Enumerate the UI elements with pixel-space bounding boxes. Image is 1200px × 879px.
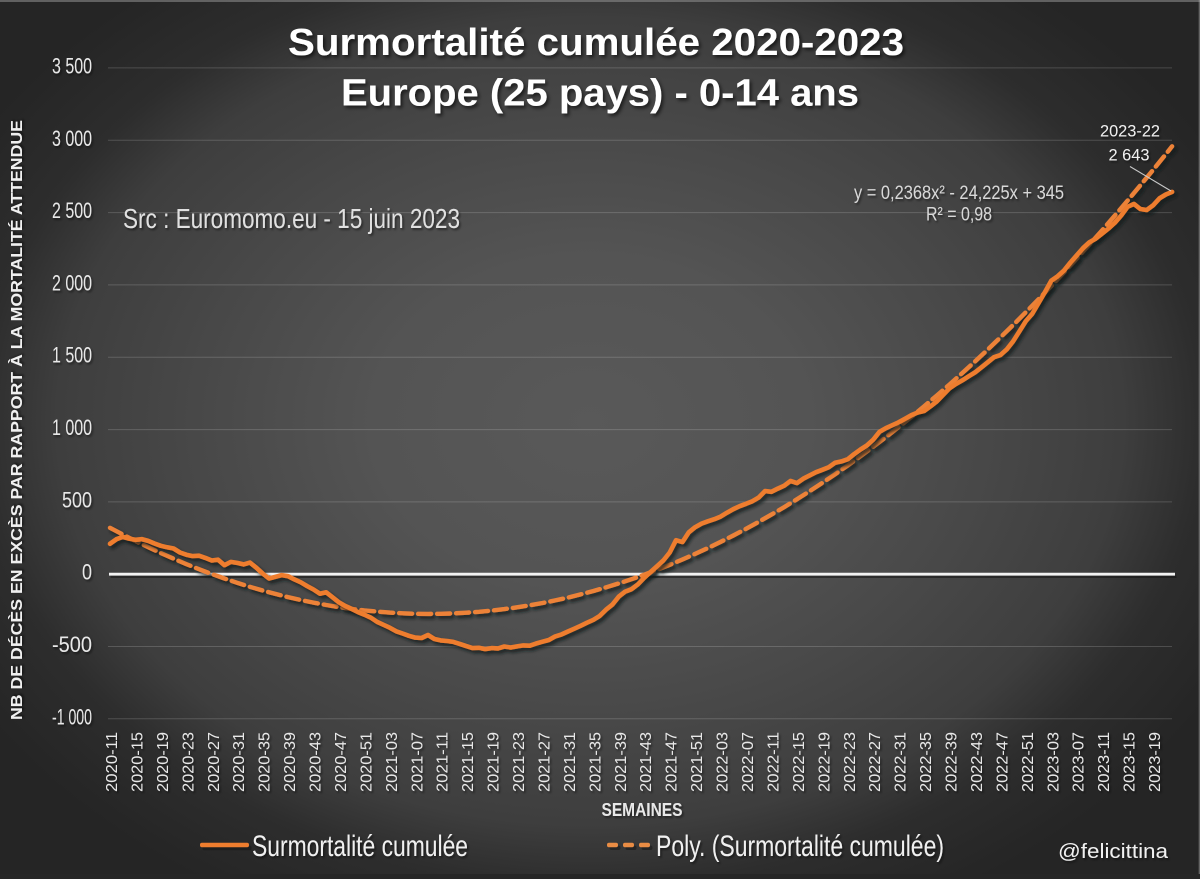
svg-text:2021-07: 2021-07 [409, 732, 426, 792]
svg-text:Src : Euromomo.eu - 15 juin 2: Src : Euromomo.eu - 15 juin 2023 [123, 203, 460, 234]
svg-text:2022-47: 2022-47 [994, 732, 1011, 792]
svg-text:2020-31: 2020-31 [231, 732, 248, 792]
svg-text:2020-51: 2020-51 [358, 732, 375, 792]
svg-text:2021-23: 2021-23 [511, 732, 528, 792]
svg-text:3 500: 3 500 [52, 53, 92, 78]
svg-text:2023-11: 2023-11 [1096, 732, 1113, 792]
svg-text:-1 000: -1 000 [52, 704, 92, 729]
svg-text:2023-19: 2023-19 [1147, 732, 1164, 792]
svg-text:2023-07: 2023-07 [1071, 732, 1088, 792]
svg-text:2021-11: 2021-11 [435, 732, 452, 792]
svg-text:Surmortalité cumulée: Surmortalité cumulée [252, 830, 468, 863]
svg-text:2022-19: 2022-19 [816, 732, 833, 792]
svg-text:-500: -500 [52, 632, 92, 657]
svg-text:0: 0 [82, 560, 92, 585]
svg-text:2021-39: 2021-39 [613, 732, 630, 792]
svg-text:2022-51: 2022-51 [1020, 732, 1037, 792]
svg-text:2022-27: 2022-27 [867, 732, 884, 792]
svg-text:2022-03: 2022-03 [715, 732, 732, 792]
svg-text:2020-15: 2020-15 [129, 732, 146, 792]
svg-text:2023-03: 2023-03 [1045, 732, 1062, 792]
svg-text:2 500: 2 500 [52, 198, 92, 223]
svg-text:2022-35: 2022-35 [918, 732, 935, 792]
svg-text:500: 500 [62, 487, 92, 512]
svg-text:2022-43: 2022-43 [969, 732, 986, 792]
svg-text:2021-15: 2021-15 [460, 732, 477, 792]
svg-text:2022-07: 2022-07 [740, 732, 757, 792]
svg-text:R² = 0,98: R² = 0,98 [926, 205, 992, 226]
svg-text:Poly. (Surmortalité cumulée): Poly. (Surmortalité cumulée) [656, 830, 944, 863]
svg-text:2021-47: 2021-47 [664, 732, 681, 792]
svg-text:2020-23: 2020-23 [180, 732, 197, 792]
svg-text:2020-35: 2020-35 [257, 732, 274, 792]
svg-text:2020-19: 2020-19 [155, 732, 172, 792]
svg-text:2021-27: 2021-27 [537, 732, 554, 792]
svg-text:2022-23: 2022-23 [842, 732, 859, 792]
svg-text:@felicittina: @felicittina [1058, 841, 1169, 863]
svg-text:2020-43: 2020-43 [308, 732, 325, 792]
svg-text:SEMAINES: SEMAINES [602, 800, 683, 820]
svg-text:2020-27: 2020-27 [206, 732, 223, 792]
svg-text:1 000: 1 000 [52, 415, 92, 440]
svg-text:2020-11: 2020-11 [104, 732, 121, 792]
svg-text:1 500: 1 500 [52, 343, 92, 368]
svg-text:2020-39: 2020-39 [282, 732, 299, 792]
svg-text:y = 0,2368x² - 24,225x + 345: y = 0,2368x² - 24,225x + 345 [854, 183, 1064, 204]
svg-text:2023-15: 2023-15 [1122, 732, 1139, 792]
svg-text:2021-19: 2021-19 [486, 732, 503, 792]
svg-text:2021-43: 2021-43 [638, 732, 655, 792]
svg-text:2020-47: 2020-47 [333, 732, 350, 792]
svg-text:Europe (25 pays) - 0-14 ans: Europe (25 pays) - 0-14 ans [341, 73, 859, 115]
svg-text:2022-15: 2022-15 [791, 732, 808, 792]
svg-text:2021-35: 2021-35 [587, 732, 604, 792]
svg-text:2021-51: 2021-51 [689, 732, 706, 792]
svg-text:2022-31: 2022-31 [893, 732, 910, 792]
svg-text:3 000: 3 000 [52, 126, 92, 151]
svg-text:2 000: 2 000 [52, 270, 92, 295]
svg-text:2022-11: 2022-11 [765, 732, 782, 792]
svg-text:2022-39: 2022-39 [944, 732, 961, 792]
svg-text:2021-31: 2021-31 [562, 732, 579, 792]
svg-text:2021-03: 2021-03 [384, 732, 401, 792]
svg-text:2 643: 2 643 [1109, 146, 1150, 165]
svg-text:2023-22: 2023-22 [1100, 122, 1160, 141]
svg-text:Surmortalité cumulée 2020-2023: Surmortalité cumulée 2020-2023 [288, 22, 904, 64]
svg-text:NB DE DÉCÈS EN EXCÈS PAR RAPPO: NB DE DÉCÈS EN EXCÈS PAR RAPPORT À LA MO… [7, 120, 26, 720]
